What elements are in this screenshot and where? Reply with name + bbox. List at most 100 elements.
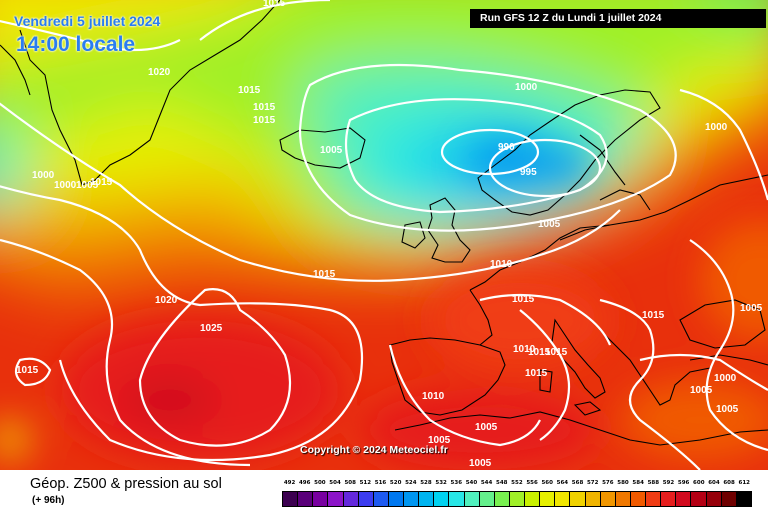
colorbar-label: 540 <box>465 480 478 486</box>
forecast-map: 1015 1020 1015 1015 1015 1000 1005 1000 … <box>0 0 768 470</box>
isobar-label: 990 <box>498 142 515 153</box>
colorbar-swatch <box>661 492 677 506</box>
forecast-date: Vendredi 5 juillet 2024 <box>14 13 161 29</box>
colorbar-label: 572 <box>586 480 599 486</box>
colorbar-swatch <box>721 492 737 506</box>
colorbar-swatch <box>328 492 344 506</box>
isobar-label: 1005 <box>475 422 498 433</box>
isobar-label: 1015 <box>253 115 276 126</box>
isobar-label: 1015 <box>528 347 551 358</box>
copyright-notice: Copyright © 2024 Meteociel.fr <box>300 444 448 456</box>
isobar-label: 1020 <box>155 295 178 306</box>
colorbar-label: 592 <box>662 480 675 486</box>
colorbar-label: 560 <box>541 480 553 486</box>
isobar-label: 1000 <box>32 170 55 181</box>
colorbar-label: 568 <box>571 480 584 486</box>
colorbar-label: 496 <box>298 480 311 486</box>
colorbar-swatch <box>706 492 722 506</box>
isobar-label: 1000 <box>515 82 538 93</box>
colorbar-swatch <box>464 492 480 506</box>
z500-color-field <box>0 0 768 470</box>
colorbar-label: 588 <box>647 480 660 486</box>
colorbar-swatch <box>570 492 586 506</box>
isobar-label: 1015 <box>263 0 286 9</box>
colorbar-swatch <box>298 492 314 506</box>
colorbar-swatch <box>585 492 601 506</box>
colorbar-label: 516 <box>374 480 387 486</box>
colorbar-label: 528 <box>420 480 432 486</box>
colorbar <box>282 491 752 507</box>
colorbar-swatch <box>736 492 751 506</box>
map-canvas: 1015 1020 1015 1015 1015 1000 1005 1000 … <box>0 0 768 470</box>
colorbar-swatch <box>600 492 616 506</box>
colorbar-label: 536 <box>450 480 463 486</box>
colorbar-label: 612 <box>738 480 750 486</box>
colorbar-swatch <box>283 492 299 506</box>
isobar-label: 1025 <box>200 323 223 334</box>
colorbar-label: 608 <box>723 480 735 486</box>
isobar-label: 1005 <box>716 404 739 415</box>
colorbar-swatch <box>388 492 404 506</box>
colorbar-label: 552 <box>511 480 523 486</box>
colorbar-label: 564 <box>556 480 569 486</box>
isobar-label: 1005 <box>320 145 343 156</box>
colorbar-label: 584 <box>632 480 644 486</box>
forecast-time: 14:00 locale <box>16 33 136 56</box>
isobar-label: 1000 <box>714 373 737 384</box>
colorbar-label: 492 <box>283 480 296 486</box>
colorbar-swatch <box>615 492 631 506</box>
isobar-label: 1000 <box>705 122 728 133</box>
colorbar-swatch <box>373 492 389 506</box>
product-title: Géop. Z500 & pression au sol <box>30 476 222 492</box>
isobar-label: 1015 <box>16 365 39 376</box>
isobar-label: 1005 <box>76 180 99 191</box>
isobar-label: 995 <box>520 167 537 178</box>
colorbar-swatch <box>479 492 495 506</box>
colorbar-label: 520 <box>389 480 402 486</box>
isobars <box>0 0 768 470</box>
colorbar-swatch <box>676 492 692 506</box>
isobar-label: 1015 <box>238 85 261 96</box>
colorbar-label: 596 <box>677 480 690 486</box>
colorbar-label: 604 <box>708 480 720 486</box>
footer-panel: Géop. Z500 & pression au sol (+ 96h) 492… <box>0 470 768 512</box>
model-run-banner: Run GFS 12 Z du Lundi 1 juillet 2024 <box>470 9 766 28</box>
colorbar-swatch <box>555 492 571 506</box>
isobar-label: 1015 <box>512 294 535 305</box>
colorbar-swatch <box>358 492 374 506</box>
isobar-label: 1015 <box>313 269 336 280</box>
colorbar-swatch <box>404 492 420 506</box>
colorbar-swatch <box>691 492 707 506</box>
colorbar-swatch <box>509 492 525 506</box>
isobar-label: 1005 <box>469 458 492 469</box>
colorbar-swatch <box>540 492 556 506</box>
isobar-label: 1005 <box>690 385 713 396</box>
isobar-label: 1005 <box>538 219 561 230</box>
colorbar-swatch <box>494 492 510 506</box>
colorbar-swatch <box>313 492 329 506</box>
colorbar-label: 500 <box>314 480 326 486</box>
colorbar-label: 524 <box>405 480 417 486</box>
colorbar-label: 504 <box>329 480 341 486</box>
isobar-label: 1010 <box>513 344 536 355</box>
colorbar-label: 532 <box>435 480 447 486</box>
isobar-label: 1000 <box>54 180 77 191</box>
colorbar-label: 580 <box>617 480 629 486</box>
colorbar-label: 556 <box>526 480 538 486</box>
colorbar-swatch <box>343 492 359 506</box>
colorbar-label: 600 <box>693 480 705 486</box>
isobar-label: 1015 <box>525 368 548 379</box>
colorbar-swatch <box>630 492 646 506</box>
colorbar-swatch <box>525 492 541 506</box>
colorbar-label: 544 <box>480 480 493 486</box>
colorbar-labels: 492 496 500 504 508 512 516 520 524 528 532 536 540 5… <box>282 480 752 489</box>
colorbar-label: 576 <box>602 480 614 486</box>
isobar-label: 1020 <box>148 67 171 78</box>
isobar-label: 1015 <box>545 347 568 358</box>
isobar-label: 1010 <box>422 391 445 402</box>
isobar-label: 1015 <box>90 177 113 188</box>
colorbar-swatch <box>419 492 435 506</box>
isobar-label: 1015 <box>253 102 276 113</box>
colorbar-swatch <box>449 492 465 506</box>
forecast-range: (+ 96h) <box>32 495 65 506</box>
